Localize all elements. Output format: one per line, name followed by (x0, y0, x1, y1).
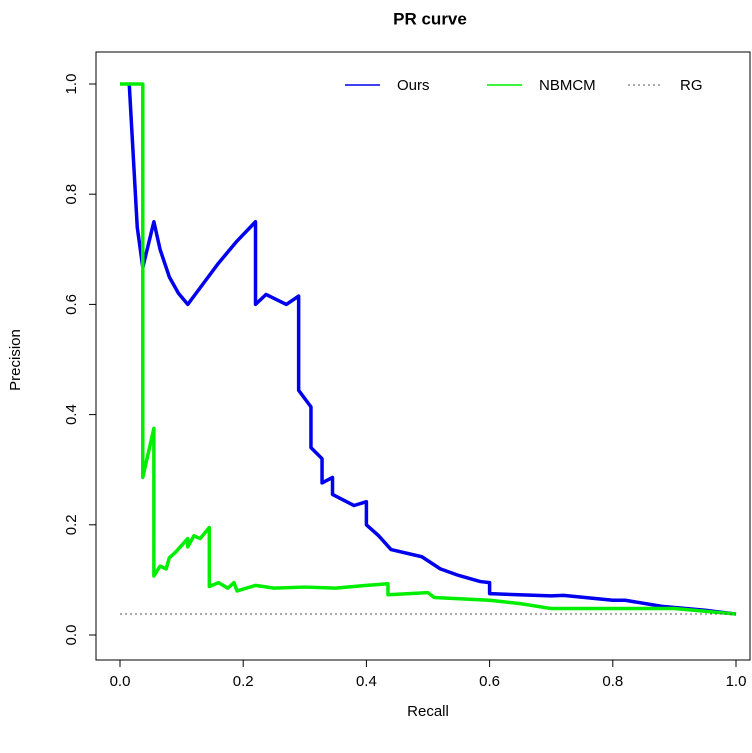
chart-title: PR curve (393, 9, 467, 28)
y-tick-label: 0.8 (63, 184, 80, 205)
x-tick-label: 0.8 (602, 673, 623, 690)
plot-box (95, 51, 751, 661)
x-tick-label: 0.2 (233, 673, 254, 690)
y-tick-label: 1.0 (63, 74, 80, 95)
legend-label: Ours (397, 77, 430, 94)
x-tick-label: 0.0 (110, 673, 131, 690)
legend-label: RG (680, 77, 703, 94)
x-tick-label: 0.6 (479, 673, 500, 690)
y-tick-label: 0.4 (63, 404, 80, 425)
series-line (120, 82, 737, 616)
x-tick-label: 0.4 (356, 673, 377, 690)
y-axis-label: Precision (7, 329, 24, 391)
legend-label: NBMCM (539, 77, 596, 94)
y-tick-label: 0.2 (63, 514, 80, 535)
y-tick-label: 0.6 (63, 294, 80, 315)
x-tick-label: 1.0 (726, 673, 747, 690)
x-axis-label: Recall (407, 703, 449, 720)
y-tick-label: 0.0 (63, 625, 80, 646)
series-line (127, 83, 737, 616)
